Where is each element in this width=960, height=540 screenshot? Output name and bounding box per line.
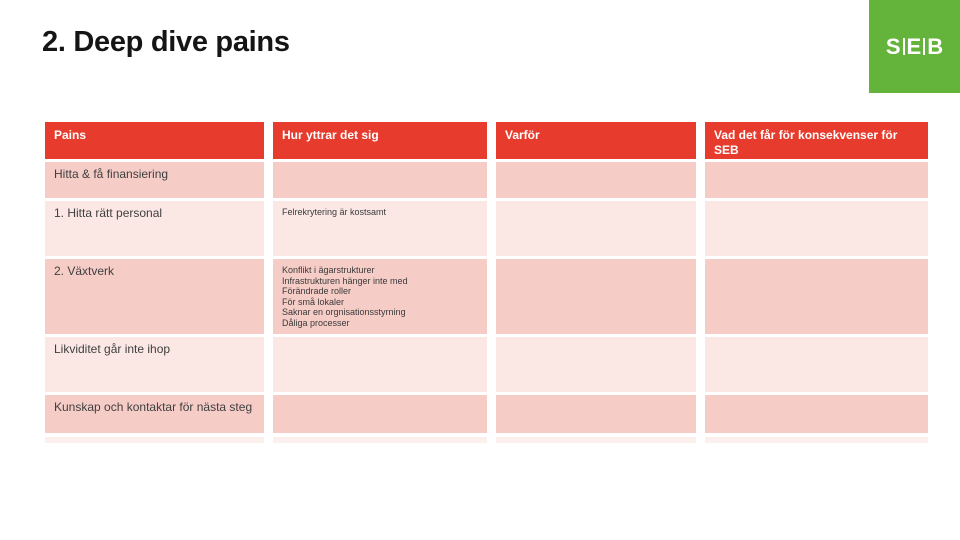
hur-line: Infrastrukturen hänger inte med (282, 275, 408, 286)
hur-cell (273, 395, 487, 433)
hur-line: Saknar en orgnisationsstyrning (282, 307, 406, 317)
header-cell-varfor: Varför (496, 122, 696, 159)
seb-logo-letter: B (927, 33, 944, 59)
hur-cell (273, 162, 487, 198)
pains-table: Pains Hur yttrar det sig Varför Vad det … (45, 122, 928, 433)
konsekvenser-cell (705, 259, 928, 334)
hur-cell: Konflikt i ägarstrukturer Infrastrukture… (273, 259, 487, 334)
konsekvenser-cell (705, 337, 928, 392)
header-cell-pains: Pains (45, 122, 264, 159)
hur-cell: Felrekrytering är kostsamt (273, 201, 487, 256)
konsekvenser-cell (705, 395, 928, 433)
header-cell-hur-yttrar: Hur yttrar det sig (273, 122, 487, 159)
varfor-cell (496, 259, 696, 334)
hur-line: Förändrade roller (282, 286, 352, 296)
hur-line: För små lokaler (282, 296, 345, 307)
seb-logo-letter: S (885, 33, 901, 59)
varfor-cell (496, 162, 696, 198)
pains-cell: 1. Hitta rätt personal (45, 201, 264, 256)
pains-cell: Hitta & få finansiering (45, 162, 264, 198)
pains-cell: Kunskap och kontaktar för nästa steg (45, 395, 264, 433)
konsekvenser-cell (705, 201, 928, 256)
header-cell-konsekvenser: Vad det får för konsekvenser för SEB (705, 122, 928, 159)
hur-line: Konflikt i ägarstrukturer (282, 265, 375, 275)
seb-logo-letter: E (906, 33, 922, 59)
hur-line: Dåliga processer (282, 317, 350, 328)
pains-cell: Likviditet går inte ihop (45, 337, 264, 392)
table-shadow (45, 437, 928, 443)
seb-logo-divider (923, 38, 926, 55)
slide-title: 2. Deep dive pains (42, 26, 290, 58)
varfor-cell (496, 395, 696, 433)
varfor-cell (496, 337, 696, 392)
konsekvenser-cell (705, 162, 928, 198)
seb-logo: S E B (869, 0, 960, 93)
varfor-cell (496, 201, 696, 256)
seb-logo-divider (902, 38, 905, 55)
pains-cell: 2. Växtverk (45, 259, 264, 334)
hur-cell (273, 337, 487, 392)
